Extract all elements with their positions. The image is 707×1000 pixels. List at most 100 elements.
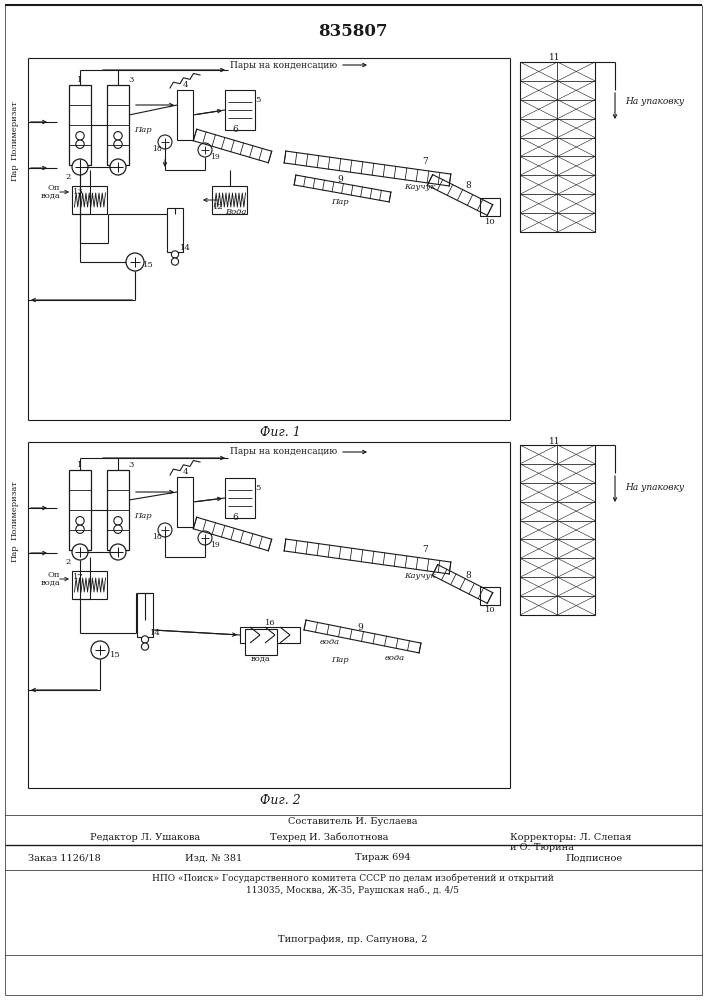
Circle shape	[76, 132, 84, 140]
Text: Редактор Л. Ушакова: Редактор Л. Ушакова	[90, 832, 200, 842]
Text: 9: 9	[357, 624, 363, 633]
Text: На упаковку: На упаковку	[625, 98, 684, 106]
Text: Пар: Пар	[331, 656, 349, 664]
Text: 16: 16	[264, 619, 275, 627]
Text: 11: 11	[549, 438, 561, 446]
Text: 6: 6	[232, 514, 238, 522]
Text: 4: 4	[182, 81, 188, 89]
Bar	[73, 571, 107, 599]
Bar	[107, 85, 129, 165]
Text: 8: 8	[465, 570, 471, 580]
Bar	[245, 629, 277, 655]
Text: 4: 4	[182, 468, 188, 476]
Text: вода: вода	[40, 579, 60, 587]
Circle shape	[158, 523, 172, 537]
Text: Изд. № 381: Изд. № 381	[185, 854, 243, 862]
Text: 14: 14	[150, 629, 160, 637]
Text: Пар: Пар	[331, 198, 349, 206]
Text: Оп: Оп	[47, 184, 60, 192]
Text: Фиг. 2: Фиг. 2	[259, 794, 300, 806]
Text: Полимеризат: Полимеризат	[11, 480, 19, 540]
Circle shape	[76, 140, 84, 148]
Bar	[107, 470, 129, 550]
Text: Типография, пр. Сапунова, 2: Типография, пр. Сапунова, 2	[279, 936, 428, 944]
Circle shape	[76, 525, 84, 533]
Text: Пар: Пар	[11, 163, 19, 181]
Bar	[69, 470, 91, 550]
Text: 1: 1	[77, 461, 83, 469]
Text: 3: 3	[128, 76, 134, 84]
Text: 12: 12	[213, 203, 223, 211]
Bar	[177, 90, 193, 140]
Text: Пар: Пар	[134, 126, 151, 134]
Text: вода: вода	[320, 638, 340, 646]
Bar	[480, 587, 500, 605]
Text: 10: 10	[485, 606, 496, 614]
Text: 15: 15	[110, 651, 120, 659]
Circle shape	[141, 643, 148, 650]
Circle shape	[72, 159, 88, 175]
Text: 5: 5	[255, 484, 261, 492]
Text: 18: 18	[152, 145, 162, 153]
Circle shape	[126, 253, 144, 271]
Circle shape	[198, 531, 212, 545]
Text: Тираж 694: Тираж 694	[355, 854, 411, 862]
Bar	[167, 208, 183, 252]
Bar	[480, 198, 500, 216]
Text: вода: вода	[40, 192, 60, 200]
Text: 15: 15	[143, 261, 153, 269]
Text: вода: вода	[251, 655, 271, 663]
Bar	[213, 186, 247, 214]
Text: 2: 2	[65, 173, 71, 181]
Circle shape	[171, 258, 179, 265]
Text: 7: 7	[422, 157, 428, 166]
Text: 10: 10	[485, 218, 496, 226]
Text: 11: 11	[549, 52, 561, 62]
Text: 5: 5	[255, 96, 261, 104]
Circle shape	[114, 132, 122, 140]
Text: Корректоры: Л. Слепая: Корректоры: Л. Слепая	[510, 832, 631, 842]
Text: и О. Тюрина: и О. Тюрина	[510, 842, 574, 852]
Text: 19: 19	[210, 541, 220, 549]
Text: 17: 17	[73, 573, 83, 581]
Text: 113035, Москва, Ж-35, Раушская наб., д. 4/5: 113035, Москва, Ж-35, Раушская наб., д. …	[247, 885, 460, 895]
Bar	[69, 85, 91, 165]
Circle shape	[91, 641, 109, 659]
Text: Каучук: Каучук	[404, 183, 436, 191]
Text: Фиг. 1: Фиг. 1	[259, 426, 300, 438]
Text: 19: 19	[210, 153, 220, 161]
Circle shape	[114, 140, 122, 148]
Bar	[240, 627, 300, 643]
Text: 18: 18	[152, 533, 162, 541]
Bar	[225, 478, 255, 518]
Text: 2: 2	[65, 558, 71, 566]
Text: Пары на конденсацию: Пары на конденсацию	[230, 448, 337, 456]
Text: Подписное: Подписное	[565, 854, 622, 862]
Bar	[73, 186, 107, 214]
Text: НПО «Поиск» Государственного комитета СССР по делам изобретений и открытий: НПО «Поиск» Государственного комитета СС…	[152, 873, 554, 883]
Circle shape	[114, 525, 122, 533]
Text: 14: 14	[180, 244, 190, 252]
Bar	[520, 62, 595, 232]
Bar	[520, 445, 595, 615]
Circle shape	[158, 135, 172, 149]
Text: Оп: Оп	[47, 571, 60, 579]
Text: 1: 1	[77, 76, 83, 84]
Text: 7: 7	[422, 546, 428, 554]
Circle shape	[110, 544, 126, 560]
Circle shape	[76, 517, 84, 525]
Bar	[137, 593, 153, 637]
Text: Вода: Вода	[225, 208, 246, 216]
Bar	[225, 90, 255, 130]
Text: Каучук: Каучук	[404, 572, 436, 580]
Circle shape	[171, 251, 179, 258]
Text: 13: 13	[73, 188, 83, 196]
Text: Полимеризат: Полимеризат	[11, 100, 19, 160]
Text: Техред И. Заболотнова: Техред И. Заболотнова	[270, 832, 388, 842]
Text: Пар: Пар	[134, 512, 151, 520]
Text: 9: 9	[337, 176, 343, 184]
Text: вода: вода	[385, 654, 405, 662]
Text: 6: 6	[232, 125, 238, 134]
Text: 8: 8	[465, 180, 471, 190]
Text: 835807: 835807	[318, 23, 387, 40]
